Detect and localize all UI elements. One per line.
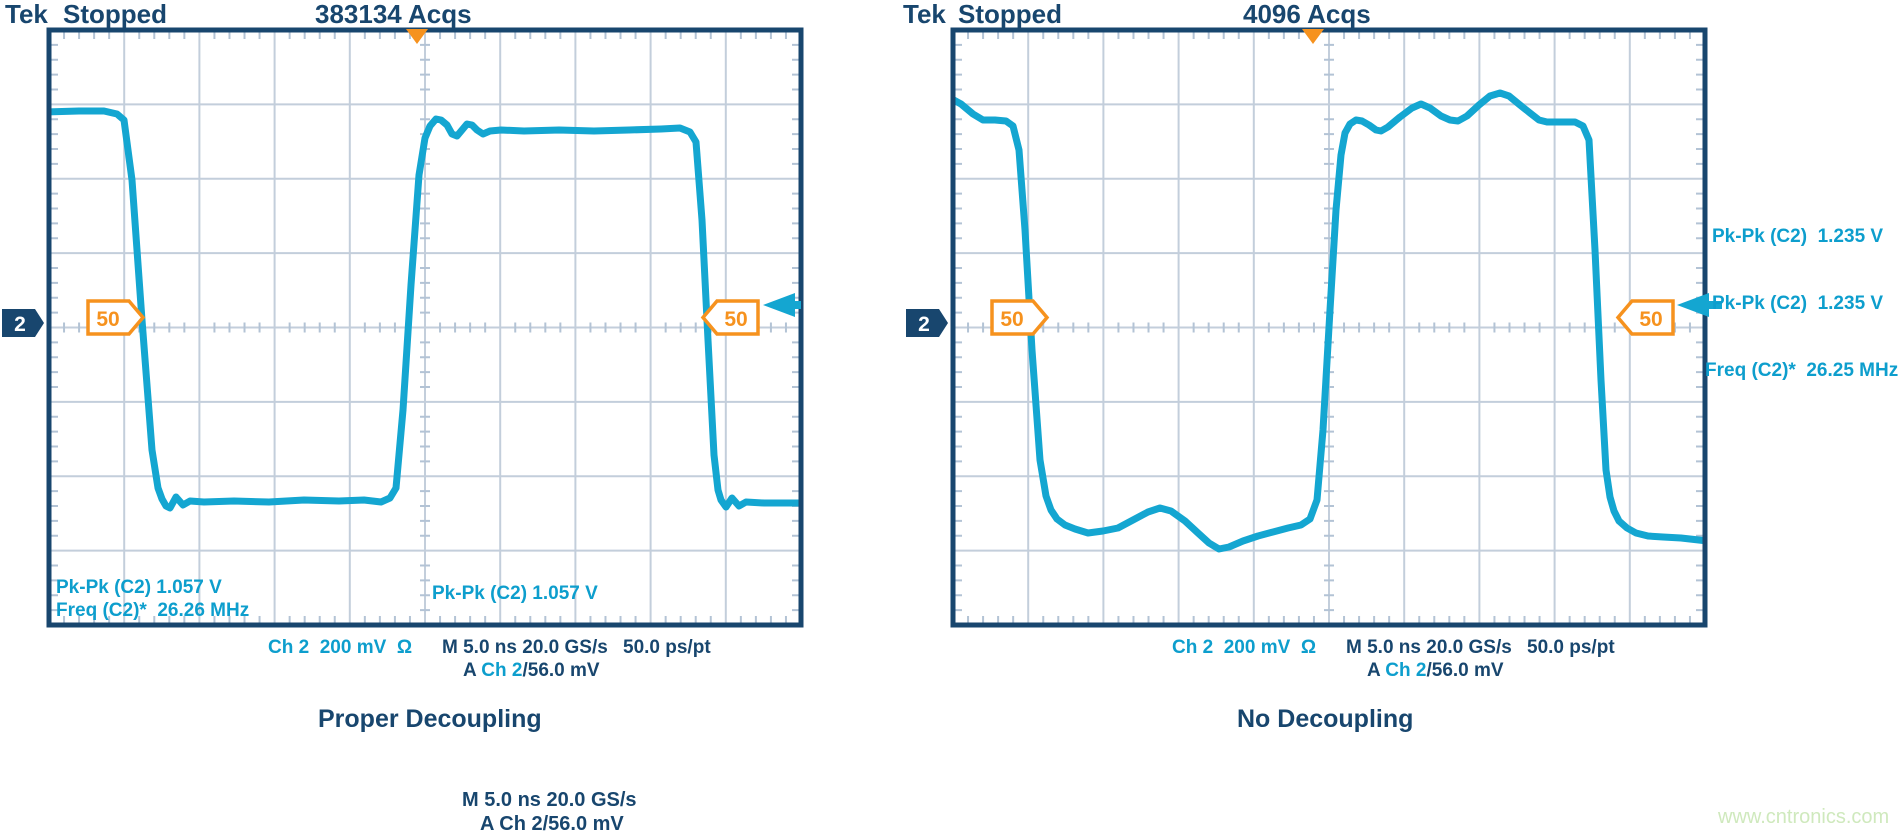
channel-2-badge-label: 2 [918, 313, 930, 336]
caption-right: No Decoupling [1237, 705, 1414, 733]
measurement-freq: Freq (C2)* 26.26 MHz [56, 600, 250, 621]
trigger-source-prefix: A [1367, 660, 1386, 681]
level-marker-left [86, 299, 146, 336]
measurement-pkpk-2: Pk-Pk (C2) 1.235 V [1712, 293, 1884, 314]
measurement-freq: Freq (C2)* 26.25 MHz [1705, 360, 1899, 381]
graticule-border [950, 27, 1708, 628]
right-scope-display: 2 50 50 [906, 27, 1722, 628]
timebase-readout: M 5.0 ns 20.0 GS/s [442, 637, 608, 658]
trigger-position-marker [406, 29, 428, 44]
brand-logo: Tek [903, 0, 946, 29]
trigger-level-arrow [763, 293, 795, 317]
level-marker-right [1615, 299, 1675, 336]
channel-readout: Ch 2 200 mV Ω [1172, 637, 1317, 658]
channel-2-badge-label: 2 [14, 313, 26, 336]
level-marker-left [990, 299, 1050, 336]
trigger-readout: A Ch 2/56.0 mV [463, 660, 600, 682]
footer-timebase: M 5.0 ns 20.0 GS/s [462, 789, 637, 811]
waveform-trace [49, 107, 801, 512]
trigger-level-arrow [1677, 293, 1709, 317]
brand-logo: Tek [5, 0, 48, 29]
watermark: www.cntronics.com [1718, 806, 1890, 828]
trigger-level-arrow-tail [793, 301, 801, 309]
channel-2-badge [2, 309, 44, 337]
trigger-position-marker [1302, 29, 1324, 44]
level-marker-right-label: 50 [724, 308, 747, 331]
acquisition-count: 4096 Acqs [1243, 0, 1371, 29]
resolution-readout: 50.0 ps/pt [623, 637, 711, 658]
level-marker-right-label: 50 [1639, 308, 1662, 331]
measurement-pkpk: Pk-Pk (C2) 1.057 V [56, 577, 222, 598]
acquisition-state: Stopped [958, 0, 1062, 29]
trigger-readout: A Ch 2/56.0 mV [1367, 660, 1504, 682]
trigger-channel: Ch 2 [1385, 660, 1427, 681]
left-scope-display: 2 50 50 [2, 27, 804, 628]
level-marker-left-label: 50 [1000, 308, 1023, 331]
acquisition-count: 383134 Acqs [315, 0, 472, 29]
level-marker-right [700, 299, 760, 336]
resolution-readout: 50.0 ps/pt [1527, 637, 1615, 658]
graticule-ticks [955, 32, 1703, 623]
trigger-level-arrow-tail [1707, 301, 1722, 309]
measurement-pkpk-mid: Pk-Pk (C2) 1.057 V [432, 583, 598, 604]
footer-trigger: A Ch 2/56.0 mV [480, 813, 624, 835]
level-marker-left-label: 50 [96, 308, 119, 331]
channel-readout: Ch 2 200 mV Ω [268, 637, 413, 658]
trigger-source-prefix: A [463, 660, 482, 681]
waveform-trace [953, 89, 1705, 553]
channel-2-badge [906, 309, 948, 337]
timebase-readout: M 5.0 ns 20.0 GS/s [1346, 637, 1512, 658]
caption-left: Proper Decoupling [318, 705, 542, 733]
trigger-level: /56.0 mV [522, 660, 600, 681]
acquisition-state: Stopped [63, 0, 167, 29]
trigger-level: /56.0 mV [1426, 660, 1504, 681]
trigger-channel: Ch 2 [481, 660, 523, 681]
measurement-pkpk-1: Pk-Pk (C2) 1.235 V [1712, 226, 1884, 247]
